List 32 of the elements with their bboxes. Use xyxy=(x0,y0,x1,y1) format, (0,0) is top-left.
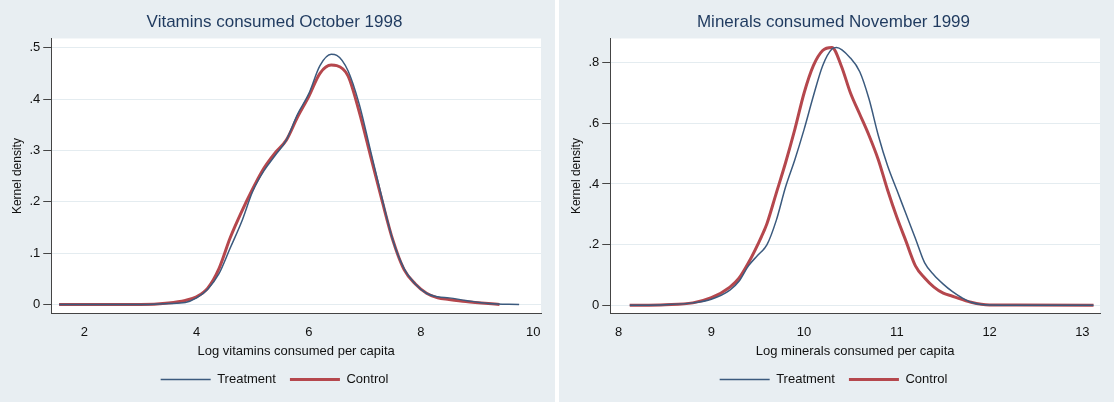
y-axis-title: Kernel density xyxy=(568,138,583,215)
x-tick-label: 2 xyxy=(80,324,88,340)
y-axis-title: Kernel density xyxy=(9,138,24,215)
y-tick-label: .4 xyxy=(29,90,41,106)
legend-label: Control xyxy=(905,371,948,387)
x-tick-label: 12 xyxy=(982,324,997,340)
legend-label: Control xyxy=(346,371,389,387)
x-tick-label: 4 xyxy=(192,324,201,340)
y-tick-label: .1 xyxy=(29,244,41,260)
x-tick-label: 10 xyxy=(525,324,541,340)
x-tick-label: 9 xyxy=(707,324,715,340)
y-tick-label: .2 xyxy=(588,236,600,252)
chart-title: Vitamins consumed October 1998 xyxy=(146,11,403,31)
legend-label: Treatment xyxy=(217,371,277,387)
x-tick-label: 13 xyxy=(1075,324,1090,340)
y-tick-label: .2 xyxy=(29,193,41,209)
y-tick-label: .8 xyxy=(588,54,600,70)
chart-title: Minerals consumed November 1999 xyxy=(696,11,971,31)
x-tick-label: 10 xyxy=(796,324,812,340)
x-axis-title: Log minerals consumed per capita xyxy=(755,342,956,358)
y-tick-label: .4 xyxy=(588,175,600,191)
x-tick-label: 6 xyxy=(305,324,313,340)
y-tick-label: .3 xyxy=(29,141,41,157)
y-tick-label: 0 xyxy=(33,296,41,312)
x-tick-label: 8 xyxy=(417,324,425,340)
legend-label: Treatment xyxy=(776,371,836,387)
y-tick-label: .6 xyxy=(588,114,600,130)
y-tick-label: 0 xyxy=(592,296,600,312)
x-tick-label: 11 xyxy=(890,324,904,340)
y-tick-label: .5 xyxy=(29,39,41,55)
x-axis-title: Log vitamins consumed per capita xyxy=(197,342,396,358)
x-tick-label: 8 xyxy=(614,324,623,340)
